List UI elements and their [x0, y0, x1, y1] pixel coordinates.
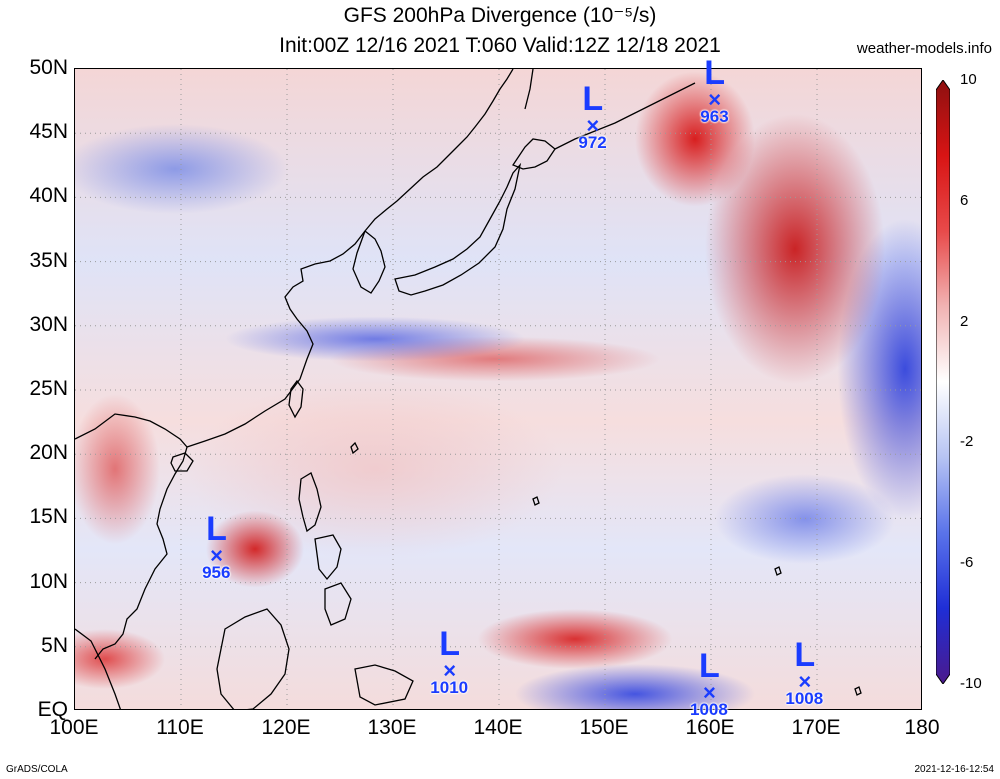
colorbar-tick-label: 6: [960, 191, 969, 209]
map-subtitle: Init:00Z 12/16 2021 T:060 Valid:12Z 12/1…: [279, 34, 721, 57]
low-symbol: L: [206, 509, 227, 548]
map-title: GFS 200hPa Divergence (10⁻⁵/s): [343, 4, 657, 27]
divergence-map: [74, 68, 922, 710]
low-pressure-value: 1008: [785, 688, 824, 708]
site-credit: weather-models.info: [856, 40, 992, 57]
low-pressure-value: 963: [700, 107, 729, 127]
grads-credit: GrADS/COLA: [6, 764, 68, 775]
low-pressure-value: 1008: [690, 700, 728, 720]
low-pressure-value: 956: [202, 562, 231, 582]
low-symbol: L: [704, 54, 726, 93]
lon-tick-label: 140E: [473, 716, 523, 739]
low-center-x-icon: ×: [708, 87, 722, 113]
lat-tick-label: 5N: [41, 633, 68, 657]
low-symbol: L: [794, 635, 816, 674]
lat-tick-label: 20N: [29, 441, 68, 465]
lat-tick-label: 50N: [29, 56, 68, 79]
lat-tick-label: 15N: [29, 505, 68, 529]
lon-tick-label: 160E: [685, 716, 735, 739]
lon-tick-label: 120E: [261, 716, 311, 739]
lon-tick-label: 150E: [579, 716, 629, 739]
colorbar-tick-label: -10: [960, 675, 982, 692]
low-symbol: L: [582, 79, 604, 118]
colorbar-tick-label: -2: [960, 433, 974, 451]
low-center-x-icon: ×: [586, 112, 600, 138]
lat-tick-label: 10N: [29, 569, 68, 593]
low-center-x-icon: ×: [703, 680, 716, 706]
lon-tick-label: 100E: [49, 716, 99, 739]
colorbar-tick-label: -6: [960, 554, 974, 572]
colorbar-fill: [935, 79, 951, 685]
lat-tick-label: 25N: [29, 377, 68, 400]
colorbar-tick-label: 10: [960, 71, 977, 88]
low-pressure-value: 972: [578, 132, 607, 152]
colorbar: [935, 79, 951, 685]
map-overlay: [75, 69, 921, 709]
lat-tick-label: 35N: [29, 248, 68, 272]
lon-tick-label: 130E: [367, 716, 417, 739]
colorbar-tick-label: 2: [960, 312, 969, 330]
timestamp: 2021-12-16-12:54: [914, 764, 994, 775]
lon-tick-label: 170E: [791, 716, 841, 739]
lat-tick-label: 30N: [29, 312, 68, 336]
coastlines: [75, 69, 862, 709]
lat-lon-grid: [75, 69, 921, 709]
lat-tick-label: 45N: [29, 120, 68, 144]
lat-tick-label: EQ: [37, 698, 68, 721]
low-center-x-icon: ×: [798, 668, 812, 694]
lat-tick-label: 40N: [29, 184, 68, 208]
colorbar-scale: [935, 79, 951, 685]
lon-tick-label: 110E: [156, 716, 204, 739]
low-pressure-value: 1010: [430, 678, 469, 698]
low-symbol: L: [699, 647, 720, 686]
low-center-x-icon: ×: [210, 542, 223, 568]
low-symbol: L: [439, 625, 461, 664]
low-center-x-icon: ×: [443, 658, 457, 684]
lon-tick-label: 180: [904, 716, 940, 739]
